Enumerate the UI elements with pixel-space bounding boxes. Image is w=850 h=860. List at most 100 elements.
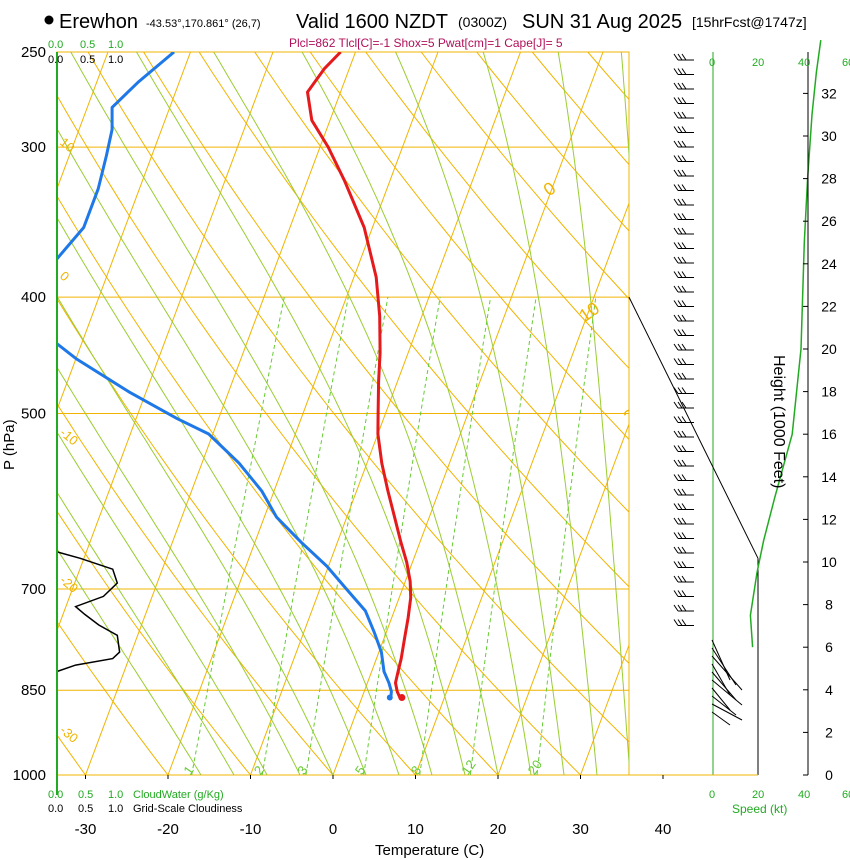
dry-adiabat xyxy=(531,52,629,166)
wind-barb xyxy=(711,711,731,726)
speed-label: Speed (kt) xyxy=(732,802,787,816)
wind-barb-flag xyxy=(673,184,679,191)
x-tick-label: 40 xyxy=(655,821,672,838)
dry-adiabat xyxy=(87,52,629,743)
cloudwater-label: CloudWater (g/Kg) xyxy=(133,789,224,801)
wind-barb xyxy=(711,695,737,716)
moist-adiabat xyxy=(57,216,367,775)
wind-barb xyxy=(711,671,737,701)
dry-adiabat xyxy=(57,195,499,775)
wind-barb-flag xyxy=(681,358,687,365)
wind-barb-flag xyxy=(681,169,687,177)
wind-barb-flag xyxy=(681,343,687,351)
wind-barb-flag xyxy=(677,343,683,351)
height-tick-label: 20 xyxy=(821,341,837,357)
wind-barb-flag xyxy=(681,68,687,75)
wind-barb-flag xyxy=(677,198,683,206)
wind-barb-flag xyxy=(677,329,683,336)
wind-barb-flag xyxy=(673,53,679,61)
pressure-tick-label: 700 xyxy=(21,581,46,598)
wind-barb-flag xyxy=(673,532,679,539)
mixing-ratio-line xyxy=(261,297,349,775)
dry-adiabat xyxy=(143,52,629,665)
cloudwater-line xyxy=(56,551,121,673)
wind-barb-flag xyxy=(681,488,687,496)
wind-barb-flag xyxy=(681,111,687,119)
wind-barb-flag xyxy=(677,227,683,235)
wind-barb-flag xyxy=(677,97,683,104)
dry-adiabat xyxy=(57,620,169,775)
wind-barb-flag xyxy=(677,604,683,612)
wind-barb-flag xyxy=(677,546,683,554)
tropopause-line xyxy=(628,296,759,559)
wind-barb-flag xyxy=(677,184,683,191)
height-tick-label: 10 xyxy=(821,554,837,570)
wind-barb-flag xyxy=(681,213,687,220)
station-coords: -43.53°,170.861° (26,7) xyxy=(146,18,261,30)
mixing-ratio-line xyxy=(469,297,537,775)
wind-barb-flag xyxy=(673,329,679,336)
valid-date: SUN 31 Aug 2025 xyxy=(522,11,682,33)
pressure-tick-label: 250 xyxy=(21,44,46,61)
moist-adiabat xyxy=(395,52,565,775)
wind-barb-flag xyxy=(673,300,679,307)
isotherm-line xyxy=(57,52,191,411)
surface-temperature-point xyxy=(398,694,406,702)
wind-barb-flag xyxy=(677,53,683,61)
isotherm-line xyxy=(415,201,629,775)
speed-bottom-tick-1: 20 xyxy=(752,789,764,801)
wind-barb-flag xyxy=(677,561,683,568)
wind-barb-flag xyxy=(681,97,687,104)
wind-barb-flag xyxy=(677,532,683,539)
height-tick-label: 2 xyxy=(825,724,833,740)
height-axis-title: Height (1000 Feet) xyxy=(770,355,787,488)
isotherm-line xyxy=(85,52,356,775)
isotherm-line xyxy=(57,52,274,632)
speed-bottom-tick-0: 0 xyxy=(709,789,715,801)
height-tick-label: 22 xyxy=(821,298,837,314)
wind-barb-flag xyxy=(673,358,679,365)
cloudwater-bottom-tick-2: 1.0 xyxy=(108,789,123,801)
x-tick-label: 10 xyxy=(407,821,424,838)
wind-barb-flag xyxy=(681,459,687,467)
moist-adiabat xyxy=(136,52,466,775)
wind-barb-flag xyxy=(673,68,679,75)
cloudwater-bottom-tick-1: 0.5 xyxy=(78,789,93,801)
wind-barb-flag xyxy=(681,416,687,423)
x-tick-label: -30 xyxy=(75,821,97,838)
cloudiness-top-tick-1: 0.5 xyxy=(80,54,95,66)
x-tick-label: -20 xyxy=(157,821,179,838)
wind-speed-line xyxy=(749,39,822,648)
temperature-line xyxy=(306,52,413,699)
cloudiness-bottom-tick-2: 1.0 xyxy=(108,803,123,815)
height-tick-label: 28 xyxy=(821,171,837,187)
wind-barb-flag xyxy=(681,517,687,525)
height-tick-label: 6 xyxy=(825,639,833,655)
dry-adiabat-label: -10 xyxy=(57,425,81,449)
wind-barb-flag xyxy=(673,242,679,249)
moist-adiabat xyxy=(57,548,202,775)
wind-barb-flag xyxy=(673,285,679,293)
wind-barb-flag xyxy=(681,372,687,380)
wind-barb-flag xyxy=(681,575,687,583)
wind-barb-flag xyxy=(681,184,687,191)
wind-barb-flag xyxy=(681,546,687,554)
station-dot-icon xyxy=(44,15,54,25)
pressure-tick-label: 400 xyxy=(21,289,46,306)
isotherm-line xyxy=(250,52,521,775)
pressure-tick-label: 1000 xyxy=(13,767,46,784)
moist-adiabat xyxy=(482,52,598,775)
wind-barb-flag xyxy=(681,430,687,438)
wind-barb-flag xyxy=(673,155,679,162)
wind-barb-flag xyxy=(677,401,683,409)
isotherm-line xyxy=(57,52,109,190)
isotherm-line xyxy=(332,52,604,775)
wind-barb-flag xyxy=(677,68,683,75)
wind-barb-flag xyxy=(677,169,683,177)
wind-barb-flag xyxy=(673,619,679,626)
wind-barb-flag xyxy=(677,445,683,452)
dry-adiabat-label: 0 xyxy=(57,268,72,284)
speed-top-tick-3: 60 xyxy=(842,57,850,69)
isotherm-line xyxy=(167,52,439,775)
dry-adiabat-label: 10 xyxy=(57,134,78,155)
